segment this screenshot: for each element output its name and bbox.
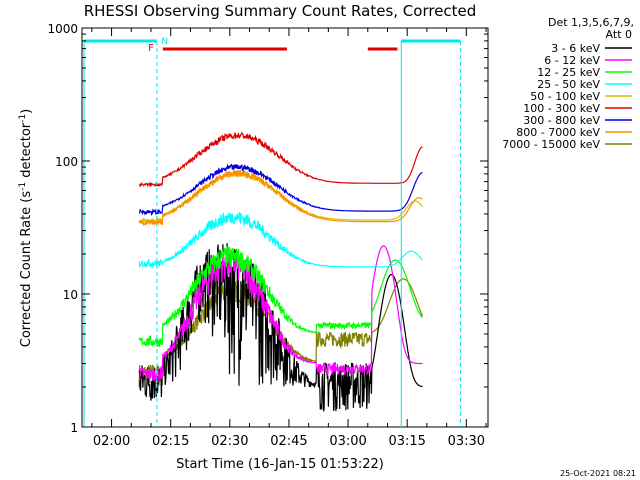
x-axis: 02:00 02:15 02:30 02:45 03:00 03:15 03:30 xyxy=(91,28,487,449)
series-line-2 xyxy=(138,246,423,348)
legend-label: 800 - 7000 keV xyxy=(516,126,600,139)
legend-label: 7000 - 15000 keV xyxy=(502,138,600,151)
legend-label: 50 - 100 keV xyxy=(530,90,600,103)
legend-label: 6 - 12 keV xyxy=(544,54,600,67)
x-tick-label: 02:15 xyxy=(152,434,189,449)
flags-layer: FN xyxy=(83,37,461,427)
series-line-3 xyxy=(138,212,423,269)
y-tick-label: 100 xyxy=(55,155,78,169)
x-tick-label: 02:45 xyxy=(270,434,307,449)
x-tick-label: 03:00 xyxy=(329,434,366,449)
legend-header-detectors: Det 1,3,5,6,7,9, xyxy=(548,16,634,29)
legend-label: 25 - 50 keV xyxy=(537,78,600,91)
series-line-1 xyxy=(139,245,423,382)
y-axis-label: Corrected Count Rate (s-1 detector-1) xyxy=(18,109,34,347)
series-line-6 xyxy=(138,163,423,217)
x-tick-label: 03:30 xyxy=(448,434,485,449)
series-line-0 xyxy=(138,243,423,412)
y-tick-label: 1000 xyxy=(47,22,78,36)
x-tick-label: 02:30 xyxy=(211,434,248,449)
series-line-5 xyxy=(139,131,423,188)
y-axis: 1 10 100 1000 xyxy=(47,22,488,435)
flag-f-label: F xyxy=(148,43,154,54)
x-axis-label: Start Time (16-Jan-15 01:53:22) xyxy=(176,457,384,472)
legend-label: 12 - 25 keV xyxy=(537,66,600,79)
x-tick-label: 03:15 xyxy=(388,434,425,449)
y-tick-label: 1 xyxy=(70,421,78,435)
legend-label: 300 - 800 keV xyxy=(523,114,600,127)
legend-label: 100 - 300 keV xyxy=(523,102,600,115)
series-layer xyxy=(138,131,424,412)
flag-n-label: N xyxy=(161,37,168,47)
plot-frame xyxy=(81,27,489,428)
series-line-7 xyxy=(138,168,423,227)
chart-title: RHESSI Observing Summary Count Rates, Co… xyxy=(84,2,477,20)
legend-header-attenuator: Att 0 xyxy=(606,28,632,41)
x-tick-label: 02:00 xyxy=(93,434,130,449)
date-stamp: 25-Oct-2021 08:21 xyxy=(560,469,636,478)
y-tick-label: 10 xyxy=(63,288,78,302)
legend-label: 3 - 6 keV xyxy=(551,42,600,55)
